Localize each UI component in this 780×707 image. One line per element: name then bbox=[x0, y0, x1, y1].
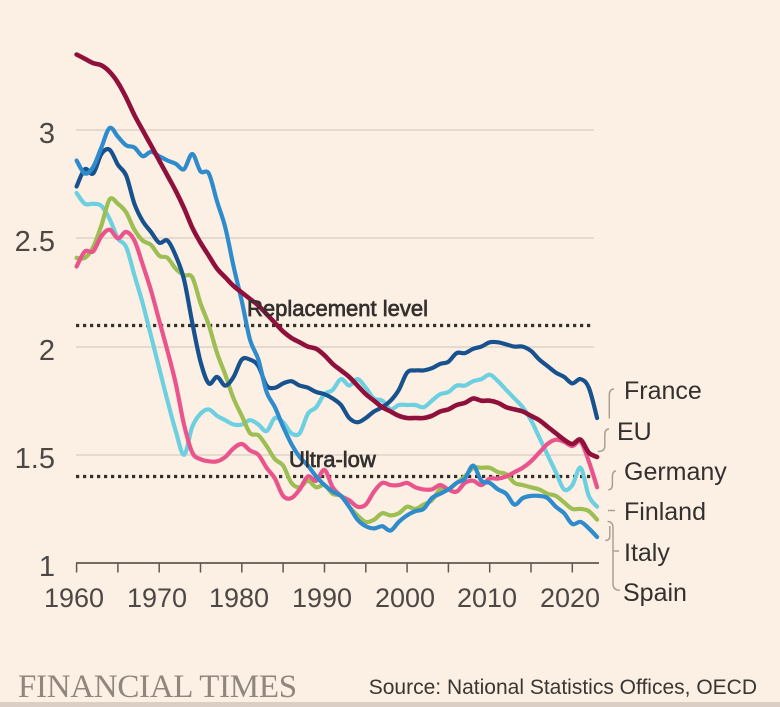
svg-text:France: France bbox=[624, 377, 702, 405]
svg-text:FINANCIAL TIMES: FINANCIAL TIMES bbox=[18, 669, 297, 705]
svg-text:2: 2 bbox=[39, 335, 55, 367]
svg-text:1980: 1980 bbox=[209, 583, 269, 613]
svg-text:1970: 1970 bbox=[127, 583, 187, 613]
svg-text:2.5: 2.5 bbox=[15, 226, 55, 258]
svg-text:2010: 2010 bbox=[457, 583, 517, 613]
svg-text:1: 1 bbox=[39, 551, 55, 583]
svg-text:Ultra-low: Ultra-low bbox=[289, 447, 376, 472]
svg-text:Source: National Statistics Of: Source: National Statistics Offices, OEC… bbox=[369, 676, 757, 699]
svg-text:Replacement level: Replacement level bbox=[247, 296, 428, 321]
svg-text:2000: 2000 bbox=[375, 583, 435, 613]
svg-text:1960: 1960 bbox=[44, 583, 104, 613]
svg-text:1990: 1990 bbox=[292, 583, 352, 613]
svg-text:Spain: Spain bbox=[623, 579, 687, 607]
svg-text:2020: 2020 bbox=[540, 583, 600, 613]
svg-text:Finland: Finland bbox=[624, 498, 706, 526]
svg-text:Italy: Italy bbox=[624, 539, 670, 567]
svg-text:1.5: 1.5 bbox=[15, 443, 55, 475]
svg-text:EU: EU bbox=[617, 418, 652, 446]
svg-text:Germany: Germany bbox=[624, 458, 727, 486]
svg-text:3: 3 bbox=[39, 118, 55, 150]
